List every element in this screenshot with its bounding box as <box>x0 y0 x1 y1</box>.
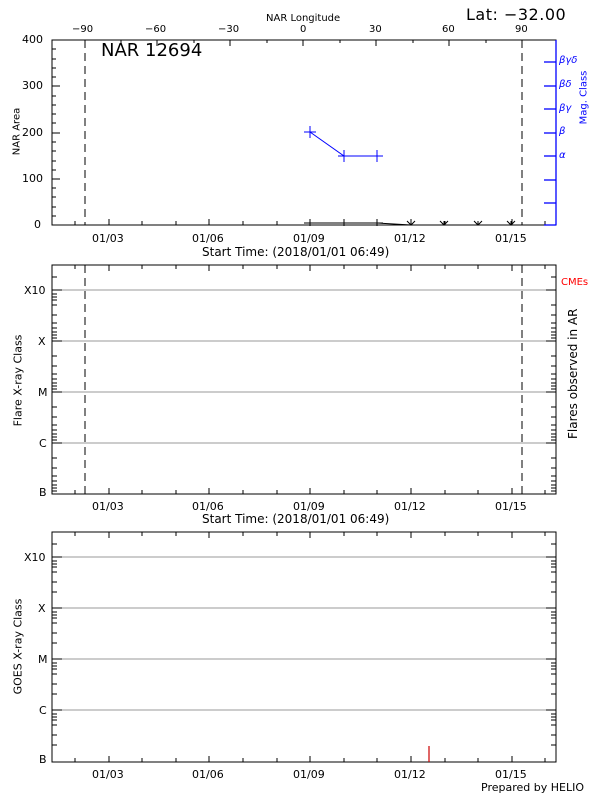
flare-y-ticks-left <box>52 276 62 492</box>
cme-legend: CMEs <box>561 277 589 288</box>
mag-class-axis <box>544 40 557 226</box>
date-tick: 01/12 <box>394 232 426 245</box>
date-tick: 01/06 <box>192 500 224 513</box>
flare-ytick: X <box>38 335 46 348</box>
date-tick: 01/03 <box>92 500 124 513</box>
date-tick: 01/03 <box>92 232 124 245</box>
flare-ytick: B <box>39 486 47 499</box>
flare-ylabel: Flare X-ray Class <box>11 334 25 427</box>
area-ytick: 300 <box>22 79 43 92</box>
lon-tick: 60 <box>442 24 455 35</box>
panel-flares-in-ar <box>51 264 557 495</box>
mag-tick-beta: β <box>559 126 566 137</box>
date-tick: 01/09 <box>293 232 325 245</box>
goes-ytick: B <box>39 753 47 766</box>
date-tick: 01/06 <box>192 768 224 781</box>
flare-y-ticks-right <box>546 276 556 492</box>
lon-tick: −60 <box>145 24 167 35</box>
area-ytick: 400 <box>22 33 43 46</box>
area-y-ticks <box>52 39 60 226</box>
date-ticks-p3 <box>74 532 546 762</box>
lon-tick: 90 <box>515 24 528 35</box>
mag-tick-alpha: α <box>559 150 566 161</box>
goes-class-gridlines <box>52 556 556 711</box>
top-longitude-ticks <box>84 40 523 46</box>
mag-tick-beta-gamma-delta: βγδ <box>559 55 578 66</box>
date-ticks-p2 <box>74 265 546 494</box>
flare-ytick: C <box>39 437 47 450</box>
mag-tick-beta-gamma: βγ <box>559 103 572 114</box>
top-axis-title: NAR Longitude <box>266 13 341 24</box>
lon-tick: −30 <box>218 24 240 35</box>
date-tick: 01/09 <box>293 500 325 513</box>
lon-tick: 0 <box>300 24 307 35</box>
flare-class-gridlines <box>52 289 556 444</box>
latitude-label: Lat: −32.00 <box>466 5 567 24</box>
date-tick: 01/09 <box>293 768 325 781</box>
goes-y-ticks-left <box>52 543 62 746</box>
flare-ytick: X10 <box>24 284 46 297</box>
goes-ytick: X <box>38 602 46 615</box>
date-tick: 01/12 <box>394 768 426 781</box>
panel-goes-xray <box>51 531 557 763</box>
date-tick: 01/15 <box>495 768 527 781</box>
date-tick: 01/12 <box>394 500 426 513</box>
start-time-label-p2: Start Time: (2018/01/01 06:49) <box>202 512 390 526</box>
goes-ytick: C <box>39 704 47 717</box>
region-title: NAR 12694 <box>101 40 203 61</box>
mag-tick-beta-delta: βδ <box>559 79 572 90</box>
mag-class-ylabel: Mag. Class <box>578 70 590 125</box>
date-tick: 01/03 <box>92 768 124 781</box>
panel-nar-area <box>51 39 557 226</box>
goes-ytick: M <box>38 653 48 666</box>
date-tick: 01/15 <box>495 500 527 513</box>
area-series <box>304 219 516 226</box>
area-ytick: 100 <box>22 172 43 185</box>
goes-ylabel: GOES X-ray Class <box>11 598 25 695</box>
area-ylabel: NAR Area <box>11 107 23 156</box>
date-tick: 01/15 <box>495 232 527 245</box>
zero-area-markers <box>406 220 516 226</box>
mag-class-series <box>304 126 383 162</box>
lon-tick: −90 <box>72 24 94 35</box>
start-time-label-p1: Start Time: (2018/01/01 06:49) <box>202 245 390 259</box>
area-ytick: 200 <box>22 126 43 139</box>
goes-ytick: X10 <box>24 551 46 564</box>
flare-ytick: M <box>38 386 48 399</box>
flares-observed-ylabel: Flares observed in AR <box>566 308 580 439</box>
prepared-by-credit: Prepared by HELIO <box>481 781 584 794</box>
date-tick: 01/06 <box>192 232 224 245</box>
area-ytick: 0 <box>34 218 41 231</box>
goes-y-ticks-right <box>546 543 556 746</box>
lon-tick: 30 <box>369 24 382 35</box>
